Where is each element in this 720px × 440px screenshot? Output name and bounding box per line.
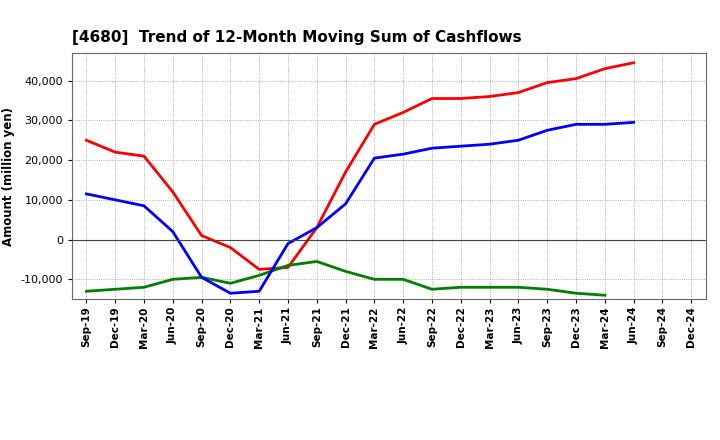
Free Cashflow xyxy=(370,155,379,161)
Free Cashflow xyxy=(543,128,552,133)
Investing Cashflow xyxy=(572,290,580,296)
Free Cashflow xyxy=(428,146,436,151)
Free Cashflow xyxy=(197,275,206,280)
Investing Cashflow xyxy=(140,285,148,290)
Free Cashflow xyxy=(341,201,350,206)
Investing Cashflow xyxy=(399,277,408,282)
Free Cashflow xyxy=(82,191,91,197)
Operating Cashflow xyxy=(255,267,264,272)
Free Cashflow xyxy=(485,142,494,147)
Free Cashflow xyxy=(312,225,321,230)
Investing Cashflow xyxy=(197,275,206,280)
Free Cashflow xyxy=(226,290,235,296)
Free Cashflow xyxy=(168,229,177,234)
Operating Cashflow xyxy=(456,96,465,101)
Free Cashflow xyxy=(600,122,609,127)
Investing Cashflow xyxy=(428,286,436,292)
Free Cashflow xyxy=(111,197,120,202)
Investing Cashflow xyxy=(485,285,494,290)
Investing Cashflow xyxy=(111,286,120,292)
Line: Operating Cashflow: Operating Cashflow xyxy=(86,63,634,269)
Investing Cashflow xyxy=(168,277,177,282)
Free Cashflow xyxy=(284,241,292,246)
Free Cashflow xyxy=(514,138,523,143)
Operating Cashflow xyxy=(341,169,350,175)
Operating Cashflow xyxy=(168,189,177,194)
Investing Cashflow xyxy=(370,277,379,282)
Free Cashflow xyxy=(456,143,465,149)
Operating Cashflow xyxy=(82,138,91,143)
Y-axis label: Amount (million yen): Amount (million yen) xyxy=(2,106,15,246)
Text: [4680]  Trend of 12-Month Moving Sum of Cashflows: [4680] Trend of 12-Month Moving Sum of C… xyxy=(72,29,521,45)
Line: Free Cashflow: Free Cashflow xyxy=(86,122,634,293)
Operating Cashflow xyxy=(485,94,494,99)
Operating Cashflow xyxy=(399,110,408,115)
Operating Cashflow xyxy=(284,265,292,270)
Operating Cashflow xyxy=(543,80,552,85)
Investing Cashflow xyxy=(82,289,91,294)
Investing Cashflow xyxy=(514,285,523,290)
Investing Cashflow xyxy=(456,285,465,290)
Operating Cashflow xyxy=(312,225,321,230)
Operating Cashflow xyxy=(370,122,379,127)
Investing Cashflow xyxy=(341,269,350,274)
Operating Cashflow xyxy=(572,76,580,81)
Free Cashflow xyxy=(140,203,148,209)
Operating Cashflow xyxy=(600,66,609,71)
Operating Cashflow xyxy=(197,233,206,238)
Free Cashflow xyxy=(629,120,638,125)
Free Cashflow xyxy=(572,122,580,127)
Operating Cashflow xyxy=(514,90,523,95)
Investing Cashflow xyxy=(600,293,609,298)
Investing Cashflow xyxy=(543,286,552,292)
Operating Cashflow xyxy=(428,96,436,101)
Investing Cashflow xyxy=(226,281,235,286)
Operating Cashflow xyxy=(226,245,235,250)
Operating Cashflow xyxy=(140,154,148,159)
Investing Cashflow xyxy=(255,273,264,278)
Free Cashflow xyxy=(255,289,264,294)
Investing Cashflow xyxy=(284,263,292,268)
Free Cashflow xyxy=(399,151,408,157)
Investing Cashflow xyxy=(312,259,321,264)
Operating Cashflow xyxy=(111,150,120,155)
Line: Investing Cashflow: Investing Cashflow xyxy=(86,261,605,295)
Operating Cashflow xyxy=(629,60,638,66)
